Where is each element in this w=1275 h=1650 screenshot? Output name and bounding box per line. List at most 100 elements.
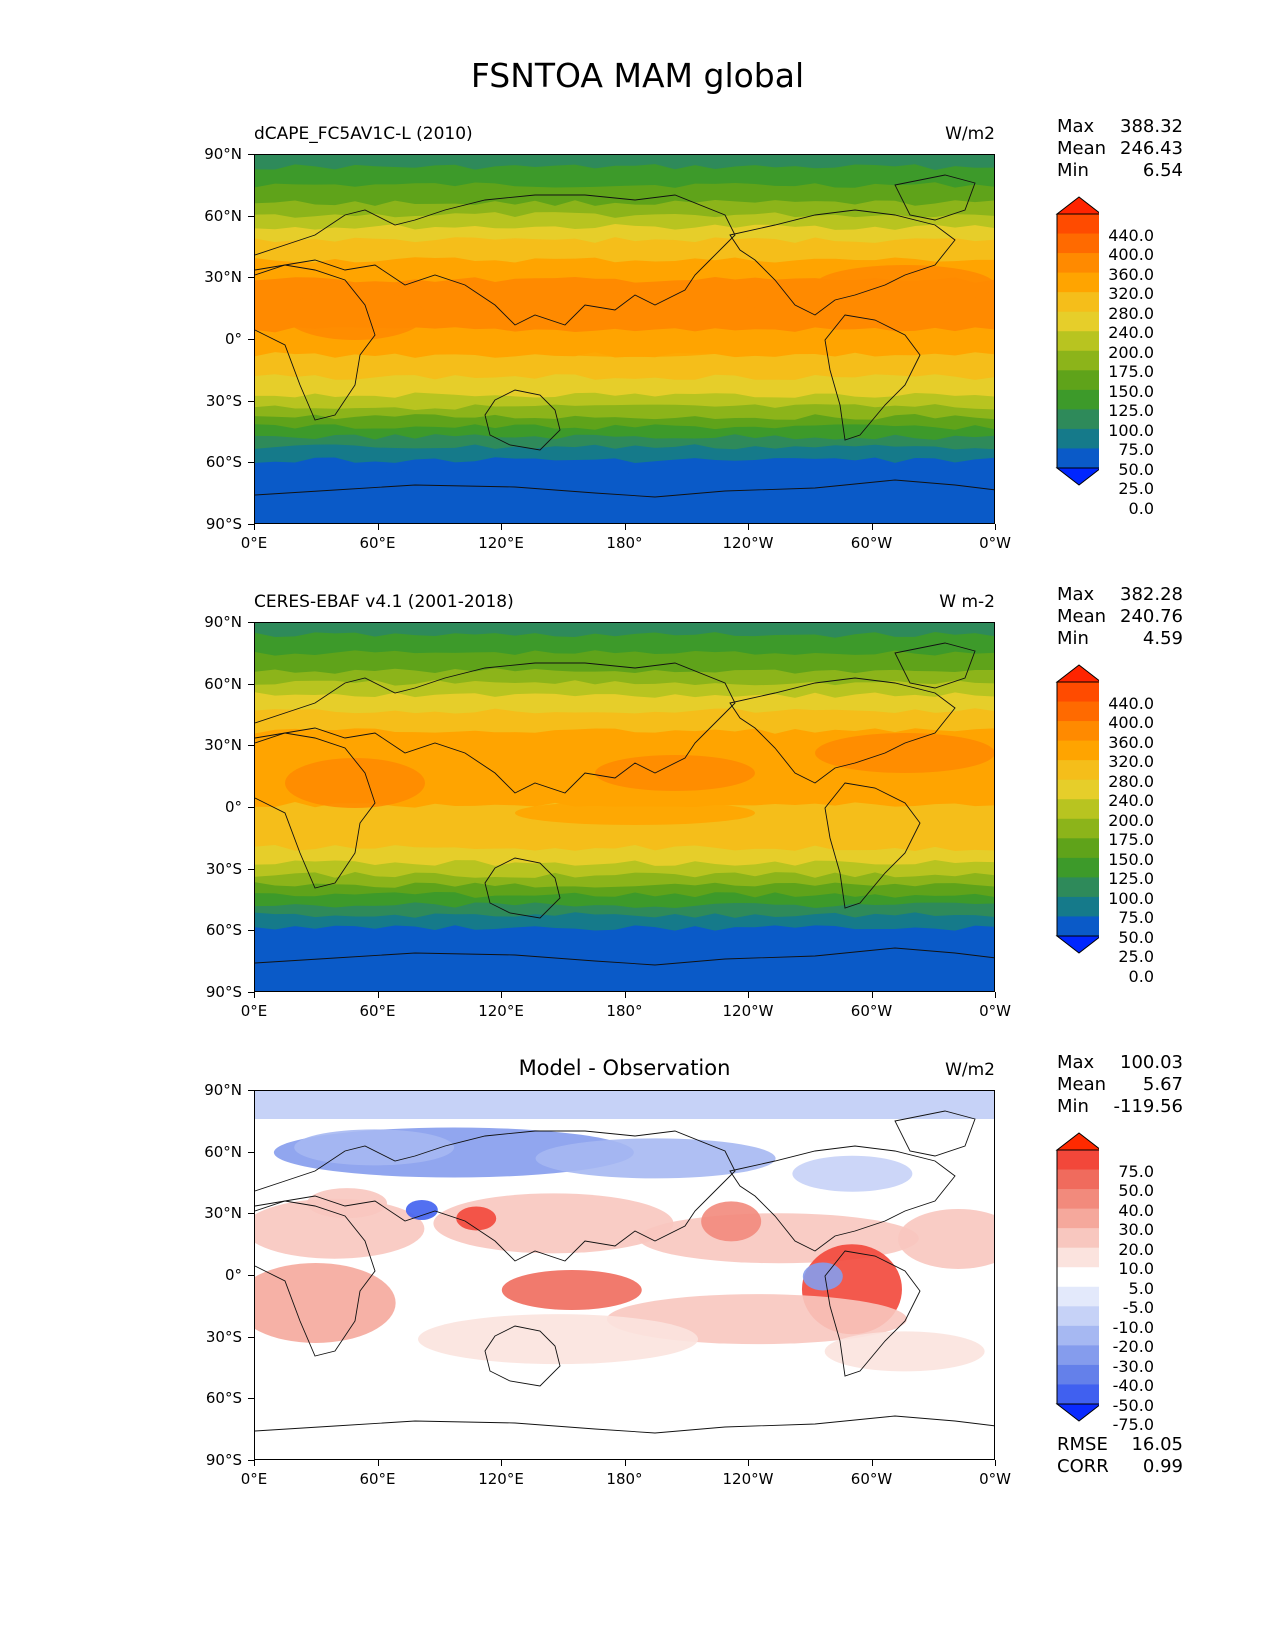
y-tick-label: 30°S — [205, 1327, 242, 1346]
x-tick-label: 60°E — [359, 1002, 396, 1020]
colorbar-tick-label: 200.0 — [1108, 342, 1154, 362]
coastline — [255, 1130, 736, 1262]
map-field — [255, 623, 994, 991]
coastline — [255, 264, 376, 421]
y-tick-label: 90°N — [204, 145, 242, 163]
colorbar — [1055, 196, 1099, 486]
x-tick-label: 120°E — [478, 534, 524, 552]
coastline — [255, 479, 994, 498]
field-band — [255, 374, 994, 398]
y-tick-mark — [248, 992, 254, 993]
colorbar-tick-label: 25.0 — [1118, 947, 1154, 967]
field-patch — [456, 1206, 497, 1231]
colorbar-segment — [1057, 896, 1099, 917]
colorbar-tick-label: -5.0 — [1122, 1298, 1154, 1318]
field-patch — [405, 1199, 438, 1220]
y-tick-mark — [248, 1460, 254, 1461]
y-tick-mark — [248, 1275, 254, 1276]
colorbar-tick-label: -10.0 — [1112, 1317, 1154, 1337]
y-tick-label: 60°N — [204, 206, 242, 225]
colorbar-tick-label: 20.0 — [1118, 1239, 1154, 1259]
field-band — [255, 708, 994, 734]
field-band — [255, 938, 994, 991]
colorbar-segment — [1057, 389, 1099, 410]
y-tick-mark — [248, 339, 254, 340]
colorbar-segment — [1057, 233, 1099, 254]
x-tick-label: 60°E — [359, 534, 396, 552]
stat-value: 246.43 — [1120, 138, 1183, 159]
x-tick-label: 120°E — [478, 1002, 524, 1020]
colorbar-segment — [1057, 1286, 1099, 1307]
colorbar-tick-label: 75.0 — [1118, 908, 1154, 928]
stat-row: Max 382.28 — [1057, 584, 1183, 606]
x-tick-label: 180° — [606, 534, 643, 552]
field-patch — [255, 1198, 425, 1259]
colorbar-segment — [1057, 857, 1099, 878]
colorbar-tick-label: 10.0 — [1118, 1259, 1154, 1279]
colorbar-labels: 75.0 50.0 40.0 30.0 20.0 10.0 5.0 -5.0 -10.0 -20.… — [1100, 1162, 1154, 1435]
colorbar-labels: 440.0 400.0 360.0 320.0 280.0 240.0 200.0 175.0… — [1100, 226, 1154, 519]
colorbar-tick-label: 175.0 — [1108, 830, 1154, 850]
field-patch — [515, 333, 755, 357]
field-patch — [307, 1188, 388, 1219]
panel-extra-stats: RMSE 16.05 CORR 0.99 — [1057, 1434, 1183, 1478]
colorbar-tick-label: 50.0 — [1118, 1181, 1154, 1201]
stat-row: CORR 0.99 — [1057, 1456, 1183, 1478]
x-tick-label: 180° — [606, 1470, 643, 1488]
x-tick-mark — [871, 992, 873, 998]
field-band — [255, 352, 994, 380]
field-band — [255, 237, 994, 263]
colorbar — [1055, 664, 1099, 954]
stat-value: 388.32 — [1120, 116, 1183, 137]
colorbar-segment — [1057, 370, 1099, 391]
x-tick-mark — [624, 992, 626, 998]
colorbar-tick-label: 0.0 — [1128, 498, 1154, 518]
coastline — [729, 1145, 956, 1252]
colorbar-labels: 440.0 400.0 360.0 320.0 280.0 240.0 200.0 175.0… — [1100, 694, 1154, 987]
y-tick-mark — [248, 277, 254, 279]
stat-value: 16.05 — [1131, 1434, 1183, 1455]
y-tick-mark — [248, 1336, 254, 1338]
map-plot — [254, 622, 995, 992]
figure-title: FSNTOA MAM global — [470, 56, 805, 95]
colorbar-tick-label: 175.0 — [1108, 362, 1154, 382]
x-tick-label: 0°E — [240, 1002, 268, 1020]
colorbar-segment — [1057, 1306, 1099, 1327]
field-band — [255, 692, 994, 714]
colorbar-segment — [1057, 214, 1099, 235]
coastline — [255, 732, 376, 889]
coastline — [824, 782, 921, 909]
stat-row: Max 388.32 — [1057, 116, 1183, 138]
y-tick-label: 30°S — [205, 859, 242, 878]
field-band — [255, 728, 994, 756]
colorbar-segment — [1057, 1364, 1099, 1385]
x-tick-label: 120°W — [722, 1002, 774, 1020]
field-patch — [595, 287, 755, 323]
x-tick-mark — [871, 1460, 873, 1466]
colorbar-segment — [1057, 311, 1099, 332]
stat-label: Min — [1057, 1096, 1089, 1117]
stat-label: Max — [1057, 116, 1095, 137]
y-tick-label: 60°S — [205, 921, 242, 940]
field-band — [255, 470, 994, 523]
x-tick-mark — [254, 992, 255, 998]
x-tick-mark — [377, 524, 379, 530]
y-tick-mark — [248, 683, 254, 685]
y-tick-mark — [248, 1213, 254, 1215]
map-plot — [254, 154, 995, 524]
y-tick-label: 30°N — [204, 268, 242, 287]
x-tick-mark — [995, 1460, 996, 1466]
stat-row: Min 4.59 — [1057, 628, 1183, 650]
coastline — [255, 1200, 376, 1357]
coastline — [894, 642, 976, 689]
y-tick-mark — [248, 1090, 254, 1091]
field-patch — [294, 1129, 455, 1166]
x-tick-mark — [377, 992, 379, 998]
y-tick-mark — [248, 930, 254, 932]
colorbar-segment — [1057, 1150, 1099, 1171]
colorbar-tick-label: 50.0 — [1118, 927, 1154, 947]
colorbar-segment — [1057, 721, 1099, 742]
colorbar-tick-label: 40.0 — [1118, 1200, 1154, 1220]
y-tick-label: 90°S — [205, 515, 242, 533]
x-tick-mark — [624, 524, 626, 530]
